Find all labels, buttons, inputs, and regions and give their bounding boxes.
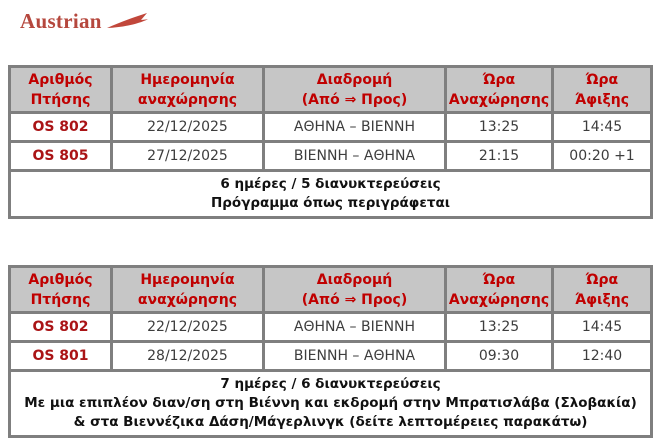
header-route: Διαδρομή (Από ⇒ Προς): [262, 65, 447, 114]
header-departure-time: Ώρα Αναχώρησης: [444, 65, 554, 114]
arrival-time-cell: 12:40: [551, 340, 653, 372]
departure-time-cell: 13:25: [444, 311, 554, 343]
table-row: OS 802 22/12/2025 ΑΘΗΝΑ – ΒΙΕΝΝΗ 13:25 1…: [8, 311, 653, 343]
austrian-chevron-icon: [106, 13, 148, 28]
route-cell: ΒΙΕΝΝΗ – ΑΘΗΝΑ: [262, 340, 447, 372]
date-cell: 28/12/2025: [110, 340, 265, 372]
program-description-note: Πρόγραμμα όπως περιγράφεται: [210, 195, 451, 211]
header-flight-number: Αριθμός Πτήσης: [8, 265, 113, 314]
header-departure-time: Ώρα Αναχώρησης: [444, 265, 554, 314]
arrival-time-cell: 14:45: [551, 111, 653, 143]
table-footer-row: 7 ημέρες / 6 διανυκτερεύσεις Με μια επιπ…: [8, 369, 653, 438]
table-row: OS 801 28/12/2025 ΒΙΕΝΝΗ – ΑΘΗΝΑ 09:30 1…: [8, 340, 653, 372]
extra-night-note: Με μια επιπλέον διαν/ση στη Βιέννη και ε…: [24, 395, 637, 411]
date-cell: 22/12/2025: [110, 311, 265, 343]
date-cell: 27/12/2025: [110, 140, 265, 172]
flight-number-cell: OS 802: [8, 111, 113, 143]
flight-schedule-table-2: Αριθμός Πτήσης Ημερομηνία αναχώρησης Δια…: [8, 265, 653, 438]
table-footer-row: 6 ημέρες / 5 διανυκτερεύσεις Πρόγραμμα ό…: [8, 169, 653, 219]
header-route: Διαδρομή (Από ⇒ Προς): [262, 265, 447, 314]
table-row: OS 802 22/12/2025 ΑΘΗΝΑ – ΒΙΕΝΝΗ 13:25 1…: [8, 111, 653, 143]
duration-note: 6 ημέρες / 5 διανυκτερεύσεις: [220, 176, 441, 192]
flight-number-cell: OS 805: [8, 140, 113, 172]
program-note: 7 ημέρες / 6 διανυκτερεύσεις Με μια επιπ…: [8, 369, 653, 438]
table-header-row: Αριθμός Πτήσης Ημερομηνία αναχώρησης Δια…: [8, 65, 653, 114]
excursion-note: & στα Βιεννέζικα Δάση/Μάγερλινγκ (δείτε …: [73, 414, 588, 430]
date-cell: 22/12/2025: [110, 111, 265, 143]
departure-time-cell: 09:30: [444, 340, 554, 372]
austrian-logo-wordmark: Austrian: [20, 8, 102, 33]
flight-number-cell: OS 801: [8, 340, 113, 372]
route-cell: ΒΙΕΝΝΗ – ΑΘΗΝΑ: [262, 140, 447, 172]
departure-time-cell: 13:25: [444, 111, 554, 143]
route-cell: ΑΘΗΝΑ – ΒΙΕΝΝΗ: [262, 111, 447, 143]
table-row: OS 805 27/12/2025 ΒΙΕΝΝΗ – ΑΘΗΝΑ 21:15 0…: [8, 140, 653, 172]
program-note: 6 ημέρες / 5 διανυκτερεύσεις Πρόγραμμα ό…: [8, 169, 653, 219]
departure-time-cell: 21:15: [444, 140, 554, 172]
duration-note: 7 ημέρες / 6 διανυκτερεύσεις: [220, 376, 441, 392]
header-arrival-time: Ώρα Άφιξης: [551, 65, 653, 114]
austrian-airlines-logo: Austrian: [0, 0, 660, 34]
arrival-time-cell: 14:45: [551, 311, 653, 343]
arrival-time-cell: 00:20 +1: [551, 140, 653, 172]
header-departure-date: Ημερομηνία αναχώρησης: [110, 65, 265, 114]
header-arrival-time: Ώρα Άφιξης: [551, 265, 653, 314]
route-cell: ΑΘΗΝΑ – ΒΙΕΝΝΗ: [262, 311, 447, 343]
table-header-row: Αριθμός Πτήσης Ημερομηνία αναχώρησης Δια…: [8, 265, 653, 314]
flight-schedule-table-1: Αριθμός Πτήσης Ημερομηνία αναχώρησης Δια…: [8, 65, 653, 219]
flight-number-cell: OS 802: [8, 311, 113, 343]
header-departure-date: Ημερομηνία αναχώρησης: [110, 265, 265, 314]
header-flight-number: Αριθμός Πτήσης: [8, 65, 113, 114]
